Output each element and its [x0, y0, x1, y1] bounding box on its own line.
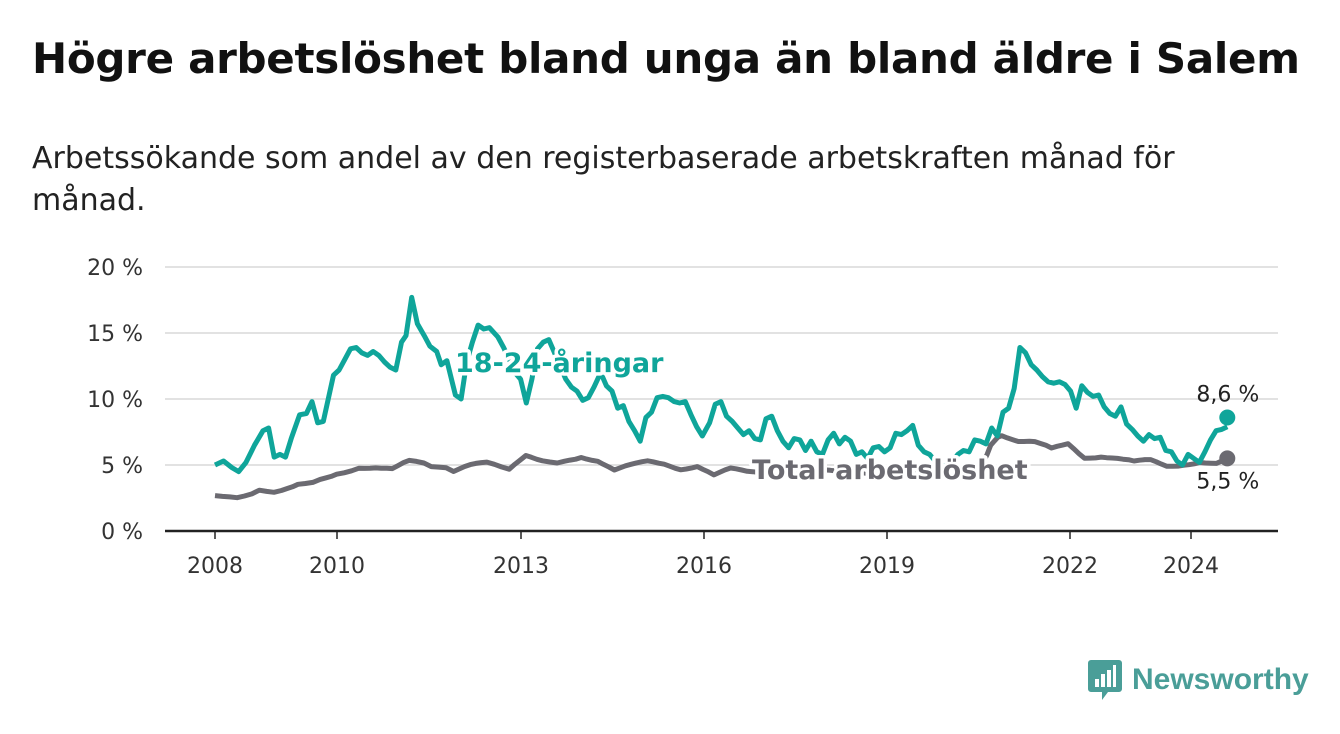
x-tick-label: 2010	[309, 554, 365, 579]
y-tick-label: 5 %	[101, 454, 143, 479]
x-tick-label: 2024	[1163, 554, 1219, 579]
series-label-18-24: 18-24-åringar	[455, 347, 664, 379]
end-point-total	[1219, 450, 1236, 467]
y-tick-label: 10 %	[87, 388, 143, 413]
end-value-label-18-24: 8,6 %	[1196, 382, 1259, 407]
x-tick-label: 2019	[859, 554, 915, 579]
series-line-total	[214, 433, 1228, 501]
end-value-label-total: 5,5 %	[1196, 469, 1259, 494]
newsworthy-logo-icon	[1088, 660, 1122, 700]
y-tick-label: 0 %	[101, 520, 143, 545]
chart-title: Högre arbetslöshet bland unga än bland ä…	[32, 34, 1300, 83]
series-label-total-halo: Total arbetslöshet	[752, 455, 1028, 486]
brand-name: Newsworthy	[1132, 663, 1309, 696]
series-label-total: Total arbetslöshet	[752, 455, 1028, 486]
x-tick-label: 2016	[676, 554, 732, 579]
x-tick-label: 2008	[187, 554, 243, 579]
y-tick-label: 20 %	[87, 256, 143, 281]
chart-subtitle: Arbetssökande som andel av den registerb…	[32, 141, 1175, 218]
end-point-18-24	[1219, 409, 1236, 426]
series-label-18-24-halo: 18-24-åringar	[455, 347, 664, 379]
series-line-18-24	[213, 294, 1229, 475]
x-tick-label: 2013	[493, 554, 549, 579]
y-tick-label: 15 %	[87, 322, 143, 347]
x-tick-label: 2022	[1042, 554, 1098, 579]
brand-logo: Newsworthy	[1088, 660, 1309, 700]
